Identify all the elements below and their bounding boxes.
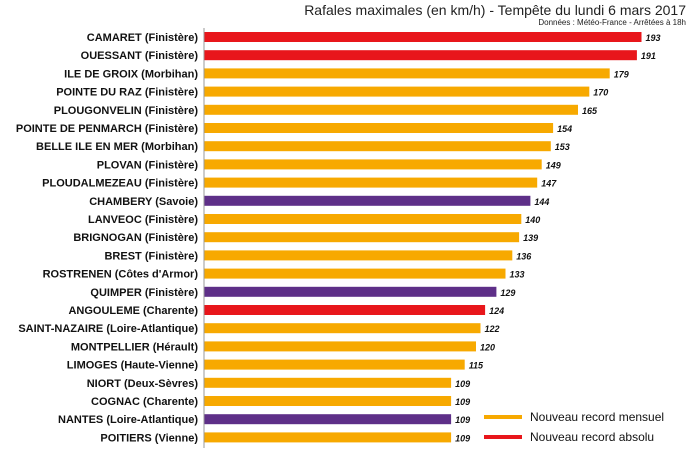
legend: Nouveau record mensuel Nouveau record ab…	[484, 407, 664, 447]
value-label-3: 170	[593, 88, 608, 98]
value-label-20: 109	[455, 397, 470, 407]
bar-6	[204, 141, 551, 152]
value-label-8: 147	[541, 179, 557, 189]
value-label-5: 154	[557, 124, 572, 134]
legend-swatch-monthly	[484, 415, 522, 419]
value-label-1: 191	[641, 51, 656, 61]
category-label-2: ILE DE GROIX (Morbihan)	[64, 68, 198, 80]
value-label-15: 124	[489, 306, 504, 316]
bar-1	[204, 50, 637, 61]
value-label-13: 133	[510, 270, 525, 280]
category-label-22: POITIERS (Vienne)	[100, 432, 198, 444]
value-label-2: 179	[614, 69, 629, 79]
category-label-9: CHAMBERY (Savoie)	[89, 196, 198, 208]
bar-3	[204, 86, 590, 97]
value-label-17: 120	[480, 342, 495, 352]
value-label-11: 139	[523, 233, 538, 243]
value-label-7: 149	[546, 160, 561, 170]
category-label-1: OUESSANT (Finistère)	[81, 50, 199, 62]
legend-swatch-absolute	[484, 435, 522, 439]
value-label-22: 109	[455, 433, 470, 443]
category-label-0: CAMARET (Finistère)	[87, 32, 199, 44]
category-label-14: QUIMPER (Finistère)	[90, 287, 198, 299]
bar-20	[204, 396, 452, 406]
bar-14	[204, 286, 497, 297]
category-label-10: LANVEOC (Finistère)	[88, 214, 198, 226]
value-label-4: 165	[582, 106, 598, 116]
legend-label-absolute: Nouveau record absolu	[530, 430, 655, 444]
category-label-19: NIORT (Deux-Sèvres)	[87, 378, 199, 390]
category-label-4: PLOUGONVELIN (Finistère)	[54, 105, 199, 117]
value-label-0: 193	[646, 33, 661, 43]
bar-2	[204, 68, 610, 79]
category-label-5: POINTE DE PENMARCH (Finistère)	[16, 123, 198, 135]
bar-4	[204, 104, 578, 115]
bar-11	[204, 232, 520, 243]
bar-22	[204, 432, 452, 443]
bar-18	[204, 359, 465, 370]
bar-12	[204, 250, 513, 261]
category-label-18: LIMOGES (Haute-Vienne)	[67, 360, 199, 372]
category-label-3: POINTE DU RAZ (Finistère)	[56, 87, 198, 99]
value-label-6: 153	[555, 142, 570, 152]
bar-9	[204, 195, 531, 206]
value-label-19: 109	[455, 379, 470, 389]
value-label-10: 140	[525, 215, 540, 225]
value-label-21: 109	[455, 415, 470, 425]
category-label-20: COGNAC (Charente)	[91, 396, 198, 408]
category-label-12: BREST (Finistère)	[104, 250, 198, 262]
value-label-16: 122	[485, 324, 500, 334]
bar-15	[204, 305, 486, 315]
bar-17	[204, 341, 476, 352]
bar-16	[204, 323, 481, 334]
chart-title: Rafales maximales (en km/h) - Tempête du…	[304, 2, 686, 18]
bar-19	[204, 377, 452, 388]
category-label-21: NANTES (Loire-Atlantique)	[58, 414, 198, 426]
category-label-17: MONTPELLIER (Hérault)	[71, 341, 198, 353]
bar-7	[204, 159, 542, 170]
chart-subtitle: Données : Météo-France - Arrêtées à 18h	[538, 18, 686, 27]
bar-21	[204, 414, 452, 425]
category-label-7: PLOVAN (Finistère)	[97, 159, 199, 171]
bar-8	[204, 177, 538, 188]
legend-label-monthly: Nouveau record mensuel	[530, 410, 665, 424]
category-label-13: ROSTRENEN (Côtes d'Armor)	[43, 269, 199, 281]
category-label-8: PLOUDALMEZEAU (Finistère)	[42, 178, 198, 190]
bar-0	[204, 32, 642, 42]
legend-item-absolute: Nouveau record absolu	[484, 427, 664, 447]
category-label-6: BELLE ILE EN MER (Morbihan)	[36, 141, 198, 153]
category-label-15: ANGOULEME (Charente)	[68, 305, 198, 317]
value-label-12: 136	[516, 251, 532, 261]
value-label-9: 144	[534, 197, 549, 207]
value-label-14: 129	[500, 288, 515, 298]
value-label-18: 115	[469, 361, 484, 371]
bar-13	[204, 268, 506, 279]
bar-10	[204, 214, 522, 224]
bar-5	[204, 123, 554, 133]
category-label-11: BRIGNOGAN (Finistère)	[73, 232, 198, 244]
legend-item-monthly: Nouveau record mensuel	[484, 407, 664, 427]
category-label-16: SAINT-NAZAIRE (Loire-Atlantique)	[18, 323, 198, 335]
